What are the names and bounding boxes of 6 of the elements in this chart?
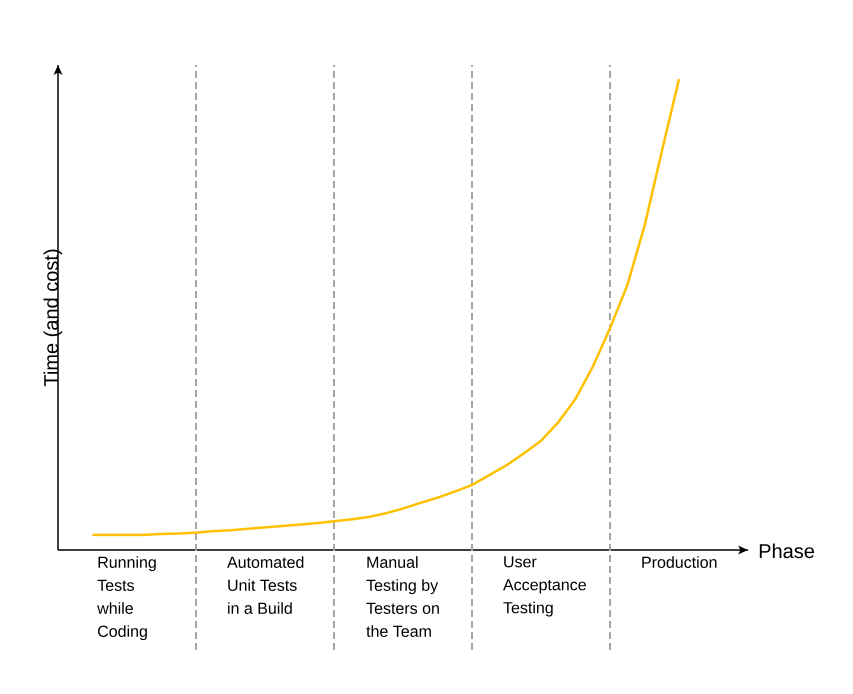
x-tick-label: Manual Testing by Testers on the Team	[366, 556, 439, 637]
x-axis-title: Phase	[760, 544, 814, 558]
x-tick-label: Running Tests while Coding	[97, 556, 156, 640]
x-tick-label: User Acceptance Testing	[503, 556, 586, 617]
x-tick-label: Production	[642, 556, 716, 568]
x-tick-label: Automated Unit Tests in a Build	[227, 556, 304, 614]
